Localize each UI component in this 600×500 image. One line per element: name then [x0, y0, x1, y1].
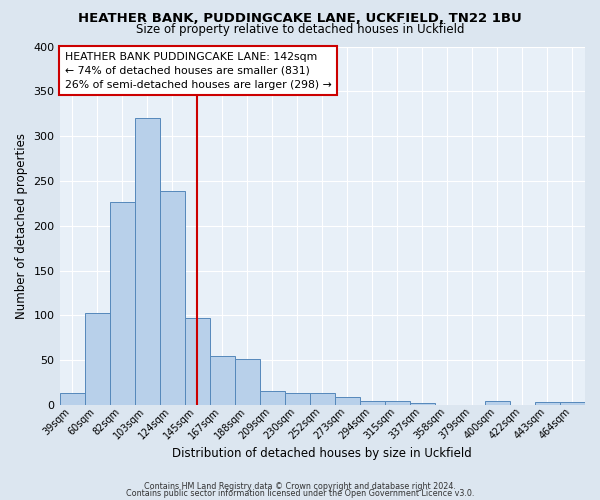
Bar — [335, 397, 360, 405]
Text: HEATHER BANK PUDDINGCAKE LANE: 142sqm
← 74% of detached houses are smaller (831): HEATHER BANK PUDDINGCAKE LANE: 142sqm ← … — [65, 52, 332, 90]
Bar — [535, 402, 560, 405]
Bar — [360, 402, 385, 405]
X-axis label: Distribution of detached houses by size in Uckfield: Distribution of detached houses by size … — [172, 447, 472, 460]
Bar — [285, 392, 310, 405]
Bar — [134, 118, 160, 405]
Bar — [185, 318, 209, 405]
Bar — [560, 402, 585, 405]
Bar — [110, 202, 134, 405]
Text: HEATHER BANK, PUDDINGCAKE LANE, UCKFIELD, TN22 1BU: HEATHER BANK, PUDDINGCAKE LANE, UCKFIELD… — [78, 12, 522, 26]
Bar — [260, 390, 285, 405]
Bar — [59, 394, 85, 405]
Bar — [485, 402, 510, 405]
Bar — [235, 360, 260, 405]
Text: Size of property relative to detached houses in Uckfield: Size of property relative to detached ho… — [136, 22, 464, 36]
Y-axis label: Number of detached properties: Number of detached properties — [15, 133, 28, 319]
Text: Contains HM Land Registry data © Crown copyright and database right 2024.: Contains HM Land Registry data © Crown c… — [144, 482, 456, 491]
Bar — [310, 394, 335, 405]
Bar — [209, 356, 235, 405]
Bar — [385, 402, 410, 405]
Bar — [160, 191, 185, 405]
Bar — [85, 312, 110, 405]
Text: Contains public sector information licensed under the Open Government Licence v3: Contains public sector information licen… — [126, 489, 474, 498]
Bar — [410, 404, 435, 405]
